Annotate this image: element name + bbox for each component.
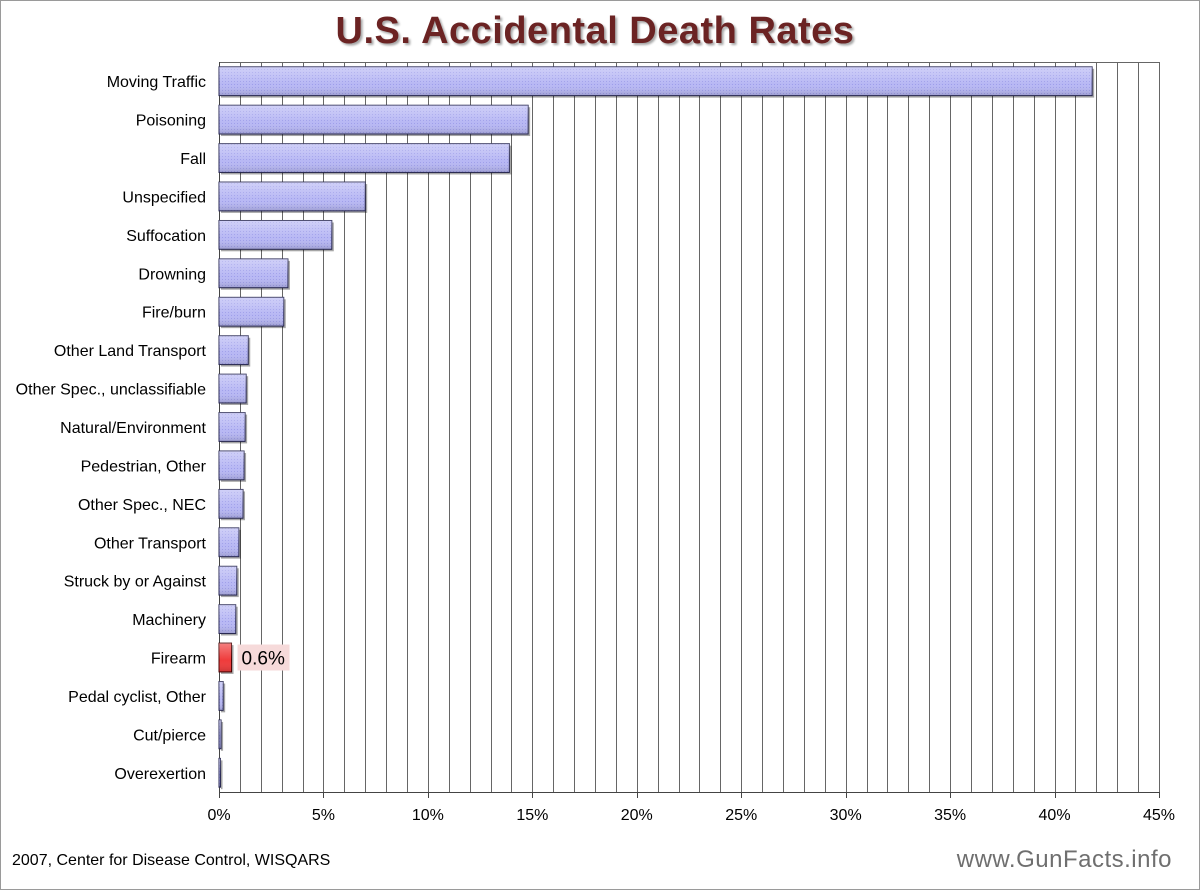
bar-sheen [219, 527, 239, 557]
bar-sheen [219, 297, 284, 327]
category-label: Fall [180, 151, 206, 168]
bar-sheen [219, 451, 245, 480]
x-tick-label: 45% [1143, 807, 1175, 824]
x-tick-label: 30% [830, 807, 862, 824]
bar-sheen [219, 412, 246, 442]
category-label: Cut/pierce [133, 727, 206, 744]
bar-sheen [219, 335, 249, 365]
x-tick-label: 5% [312, 807, 335, 824]
category-label: Natural/Environment [60, 420, 206, 437]
category-label: Poisoning [136, 113, 206, 130]
bar-sheen [219, 681, 224, 711]
x-tick-label: 0% [207, 807, 230, 824]
bars: 0.6% [218, 66, 1095, 790]
bar-shadow [221, 760, 223, 790]
category-label: Unspecified [122, 189, 206, 206]
x-tick-label: 15% [516, 807, 548, 824]
category-label: Suffocation [126, 228, 206, 245]
category-labels: Moving Traffic Poisoning Fall Unspecified Su… [16, 74, 207, 783]
bar-sheen [219, 105, 529, 135]
category-label: Machinery [132, 612, 206, 629]
x-tick-label: 10% [412, 807, 444, 824]
bar-sheen [219, 643, 232, 672]
category-label: Moving Traffic [107, 74, 206, 91]
category-label: Other Land Transport [54, 343, 207, 360]
x-axis-ticks: 0% 5% 10% 15% 20% 25% 30% 35% 40% 45% [207, 792, 1175, 824]
bar-sheen [219, 182, 366, 211]
bar-sheen [219, 374, 247, 403]
category-label: Other Spec., unclassifiable [16, 382, 206, 399]
bar-sheen [219, 604, 236, 634]
x-tick-label: 35% [934, 807, 966, 824]
category-label: Other Transport [94, 535, 207, 552]
source-note: 2007, Center for Disease Control, WISQAR… [12, 852, 331, 869]
data-label-firearm: 0.6% [242, 649, 285, 670]
x-tick-label: 20% [621, 807, 653, 824]
bar-sheen [219, 566, 237, 596]
website-credit: www.GunFacts.info [956, 846, 1172, 873]
category-label: Drowning [138, 266, 206, 283]
category-label: Firearm [151, 651, 206, 668]
bar-sheen [219, 258, 288, 288]
chart-title: U.S. Accidental Death Rates [335, 10, 855, 52]
category-label: Struck by or Against [64, 574, 207, 591]
x-tick-label: 25% [725, 807, 757, 824]
bar-sheen [219, 719, 222, 749]
bar-sheen [219, 758, 221, 788]
category-label: Pedal cyclist, Other [68, 689, 207, 706]
highlight-label-background [237, 644, 290, 671]
bar-shadow [221, 721, 224, 751]
bar-sheen [219, 220, 332, 250]
bar-sheen [219, 143, 510, 173]
category-label: Overexertion [114, 766, 206, 783]
category-label: Other Spec., NEC [78, 497, 206, 514]
bar-sheen [219, 489, 244, 519]
x-tick-label: 40% [1039, 807, 1071, 824]
category-label: Fire/burn [142, 305, 206, 322]
bar-sheen [219, 66, 1093, 96]
category-label: Pedestrian, Other [81, 458, 207, 475]
